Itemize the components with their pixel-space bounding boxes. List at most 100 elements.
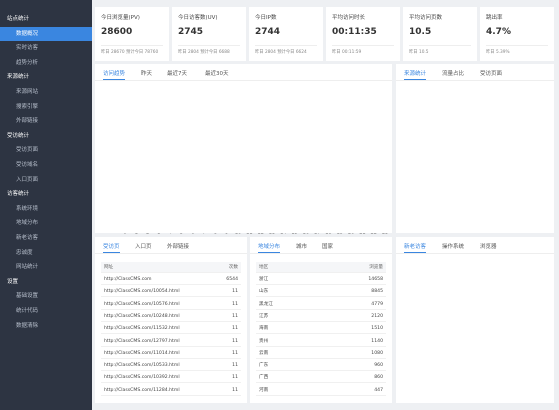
table-cell: 6544: [226, 277, 238, 282]
table-row[interactable]: 江苏 2120: [256, 311, 386, 322]
stat-sub: 昨日 28670 预计今日 78760: [101, 45, 163, 55]
table-cell: 网址: [104, 265, 114, 270]
tab[interactable]: 操作系统: [442, 244, 465, 250]
table-row[interactable]: 贵州 1140: [256, 336, 386, 347]
tab[interactable]: 来源统计: [404, 68, 427, 80]
table-cell: 河南: [259, 387, 269, 393]
menu-group[interactable]: 站点统计: [7, 16, 30, 22]
table-cell: 11: [232, 375, 238, 381]
table-cell: 11: [232, 301, 238, 307]
divider: [396, 253, 554, 254]
table-cell: http://ClassCMS.com/11284.html: [104, 387, 180, 393]
panel: 受访页 入口页 外部链接 网址 次数 http://ClassCMS.com 6544 htt…: [95, 237, 247, 403]
tab[interactable]: 国家: [322, 244, 334, 250]
table-cell: http://ClassCMS.com: [104, 277, 152, 282]
tab[interactable]: 浏览器: [480, 244, 497, 250]
menu-group[interactable]: 来源统计: [7, 74, 30, 81]
tab[interactable]: 新老访客: [404, 241, 427, 253]
menu-item[interactable]: 外部链接: [16, 118, 39, 125]
menu-item[interactable]: 统计代码: [16, 308, 39, 314]
table-row[interactable]: http://ClassCMS.com 6544: [101, 274, 241, 285]
table-cell: 11: [232, 326, 238, 332]
menu-item[interactable]: 搜索引擎: [16, 103, 39, 110]
divider: [95, 80, 392, 81]
stat-sub: 昨日 2804 预计今日 6624: [255, 45, 317, 55]
table-row[interactable]: http://ClassCMS.com/11284.html 11: [101, 385, 241, 396]
tab[interactable]: 受访页: [103, 241, 120, 253]
table-cell: 11: [232, 313, 238, 319]
table-cell: 海南: [259, 326, 269, 332]
menu-item[interactable]: 系统环境: [16, 205, 39, 212]
stat-value: 4.7%: [486, 27, 511, 37]
tab[interactable]: 访问趋势: [103, 68, 126, 80]
table-row[interactable]: 云南 1080: [256, 348, 386, 359]
menu-item[interactable]: 入口页面: [16, 176, 39, 183]
table-row[interactable]: http://ClassCMS.com/11014.html 11: [101, 348, 241, 359]
table-cell: 2120: [371, 313, 383, 319]
table-row[interactable]: http://ClassCMS.com/10576.html 11: [101, 299, 241, 310]
table-row[interactable]: 浙江 14658: [256, 274, 386, 285]
table-cell: 4779: [371, 301, 383, 307]
menu-item[interactable]: 忠诚度: [16, 249, 33, 256]
menu-group[interactable]: 访客统计: [7, 191, 30, 198]
stat-value: 2745: [178, 27, 204, 37]
menu-item[interactable]: 实时访客: [16, 45, 39, 52]
menu-item[interactable]: 新老访客: [16, 235, 39, 241]
tab[interactable]: 最近30天: [205, 71, 229, 77]
table-cell: 地区: [259, 265, 269, 270]
stat-value: 00:11:35: [332, 27, 377, 37]
table-row[interactable]: 网址 次数: [101, 262, 241, 273]
tab[interactable]: 地域分布: [258, 241, 281, 253]
stat-title: 平均访问页数: [409, 15, 443, 21]
table-cell: 黑龙江: [259, 301, 273, 307]
menu-item[interactable]: 来源网站: [16, 89, 39, 95]
table-row[interactable]: http://ClassCMS.com/10054.html 11: [101, 286, 241, 298]
menu-item[interactable]: 趋势分析: [16, 59, 39, 66]
table-cell: 14658: [368, 277, 383, 282]
table-row[interactable]: 黑龙江 4779: [256, 299, 386, 310]
table-cell: 1510: [371, 326, 383, 332]
stat-title: 跳出率: [486, 15, 503, 21]
table-row[interactable]: http://ClassCMS.com/10533.html 11: [101, 360, 241, 372]
table-row[interactable]: http://ClassCMS.com/11532.html 11: [101, 323, 241, 335]
table-row[interactable]: http://ClassCMS.com/10248.html 11: [101, 311, 241, 322]
table-cell: 11: [232, 350, 238, 356]
stat-sub: 昨日 10.5: [409, 45, 471, 55]
tab[interactable]: 城市: [296, 244, 308, 250]
table-cell: 江苏: [259, 313, 269, 319]
tab[interactable]: 流量占比: [442, 71, 465, 77]
table-row[interactable]: 广西 860: [256, 372, 386, 384]
table-cell: 1140: [371, 338, 383, 344]
tab[interactable]: 受访页面: [480, 71, 503, 77]
table-cell: 11: [232, 363, 238, 369]
table-cell: 960: [374, 363, 383, 369]
table-row[interactable]: 山东 8845: [256, 286, 386, 298]
table-cell: http://ClassCMS.com/10576.html: [104, 301, 180, 307]
menu-item[interactable]: 基础设置: [16, 293, 39, 300]
stat-card: 平均访问时长 00:11:35 昨日 00:11:59: [326, 7, 400, 61]
table-cell: 广东: [259, 363, 269, 369]
menu-item[interactable]: 受访页面: [16, 147, 39, 154]
tab[interactable]: 入口页: [135, 244, 152, 250]
stat-title: 今日浏览量(PV): [101, 15, 140, 21]
tab[interactable]: 外部链接: [167, 244, 190, 250]
stat-sub: 昨日 2804 预计今日 6688: [178, 45, 240, 55]
table-row[interactable]: http://ClassCMS.com/10392.html 11: [101, 372, 241, 384]
table-row[interactable]: http://ClassCMS.com/12797.html 11: [101, 336, 241, 347]
menu-group[interactable]: 设置: [7, 278, 19, 285]
table-row[interactable]: 河南 447: [256, 385, 386, 396]
menu-item[interactable]: 数据清除: [16, 322, 39, 329]
menu-item[interactable]: 受访域名: [16, 162, 39, 168]
menu-group[interactable]: 受访统计: [7, 132, 30, 139]
menu-item[interactable]: 网站统计: [16, 264, 39, 271]
menu-item[interactable]: 地域分布: [16, 220, 39, 227]
table-cell: 447: [374, 387, 383, 393]
table-row[interactable]: 广东 960: [256, 360, 386, 372]
stat-card: 平均访问页数 10.5 昨日 10.5: [403, 7, 477, 61]
table-row[interactable]: 海南 1510: [256, 323, 386, 335]
tab[interactable]: 昨天: [141, 71, 153, 77]
tab[interactable]: 最近7天: [167, 71, 187, 77]
menu-item[interactable]: 数据概况: [0, 26, 92, 41]
table-row[interactable]: 地区 浏览量: [256, 262, 386, 273]
table-cell: http://ClassCMS.com/11532.html: [104, 326, 180, 332]
